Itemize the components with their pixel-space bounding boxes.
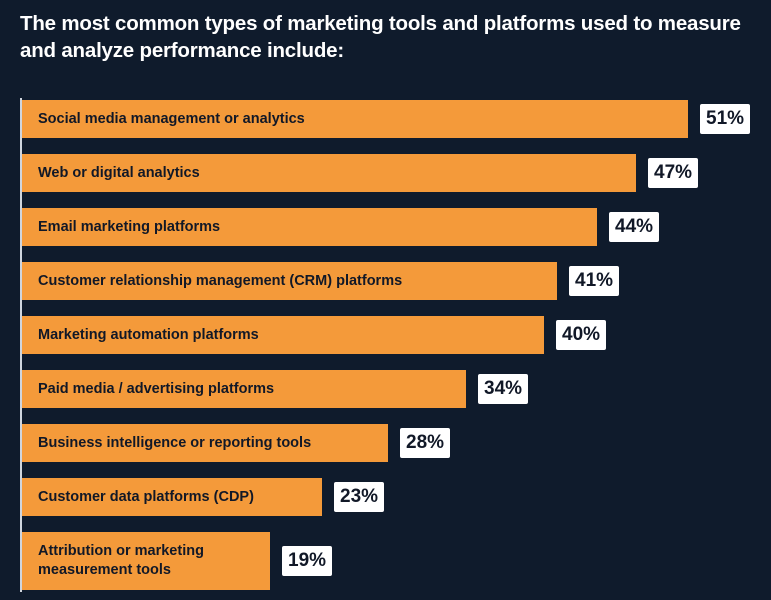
bar: Web or digital analytics: [22, 154, 636, 192]
chart-title: The most common types of marketing tools…: [20, 12, 741, 62]
bar: Marketing automation platforms: [22, 316, 544, 354]
bar-category-label: Web or digital analytics: [38, 164, 200, 181]
bar-category-label: Business intelligence or reporting tools: [38, 434, 312, 451]
bar-value-label: 19%: [282, 546, 333, 576]
bar: Business intelligence or reporting tools: [22, 424, 388, 462]
bar-value-label: 23%: [334, 482, 385, 512]
bar: Attribution or marketing measurement too…: [22, 532, 270, 590]
bar-value-label: 40%: [556, 320, 607, 350]
bar-category-label: Marketing automation platforms: [38, 326, 259, 343]
bar: Customer relationship management (CRM) p…: [22, 262, 557, 300]
bar-category-label: Attribution or marketing measurement too…: [38, 543, 204, 578]
bar: Customer data platforms (CDP): [22, 478, 322, 516]
bar-value-label: 34%: [478, 374, 529, 404]
bar-category-label: Paid media / advertising platforms: [38, 380, 275, 397]
bar-category-label: Customer relationship management (CRM) p…: [38, 272, 403, 289]
bar-category-label: Customer data platforms (CDP): [38, 488, 254, 505]
bar-value-label: 47%: [648, 158, 699, 188]
y-axis-line: [20, 98, 22, 592]
bar: Email marketing platforms: [22, 208, 597, 246]
bar: Paid media / advertising platforms: [22, 370, 466, 408]
bar-category-label: Social media management or analytics: [38, 110, 305, 127]
bar-value-label: 28%: [400, 428, 451, 458]
bar-category-label: Email marketing platforms: [38, 218, 221, 235]
bar-value-label: 41%: [569, 266, 620, 296]
bar-value-label: 44%: [609, 212, 660, 242]
bar: Social media management or analytics: [22, 100, 688, 138]
bar-value-label: 51%: [700, 104, 751, 134]
